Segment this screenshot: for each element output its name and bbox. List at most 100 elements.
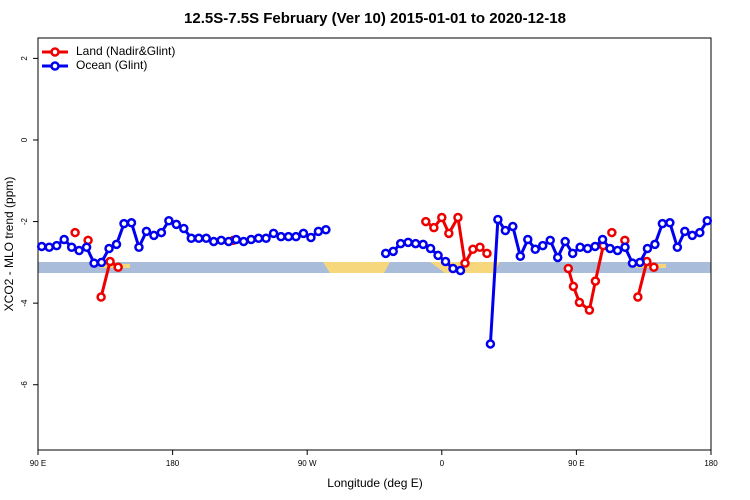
data-point (283, 231, 294, 242)
data-point (268, 228, 279, 239)
data-point (545, 235, 555, 246)
data-point (567, 248, 578, 259)
data-point (313, 226, 324, 237)
data-point (560, 236, 570, 247)
data-point (388, 246, 398, 257)
data-point (485, 339, 496, 349)
data-point (672, 242, 683, 253)
legend-marker (50, 61, 60, 71)
data-point (635, 257, 645, 268)
data-point (448, 263, 458, 274)
data-point (70, 227, 80, 238)
data-point (306, 232, 316, 243)
data-point (208, 236, 219, 247)
x-tick-label: 90 E (568, 459, 584, 468)
data-point (410, 238, 421, 249)
x-axis-title: Longitude (deg E) (327, 476, 422, 490)
data-point (104, 243, 114, 254)
data-point (508, 221, 518, 232)
data-point (453, 212, 463, 223)
data-point (105, 256, 115, 267)
data-point (253, 233, 264, 244)
data-point (493, 214, 503, 225)
map-strip (38, 262, 711, 273)
data-point (276, 231, 286, 242)
data-point (380, 248, 391, 259)
y-tick-label: -4 (20, 299, 29, 307)
data-point (523, 234, 533, 245)
data-point (44, 242, 54, 253)
data-point (74, 245, 84, 256)
y-tick-label: 0 (20, 137, 29, 142)
data-point (395, 238, 406, 249)
y-tick-label: -2 (20, 217, 29, 225)
legend-label: Ocean (Glint) (76, 58, 147, 72)
legend-marker (50, 47, 60, 57)
data-point (582, 243, 593, 254)
data-point (574, 297, 585, 308)
data-point (119, 218, 129, 229)
data-point (433, 250, 443, 261)
data-point (437, 212, 447, 223)
data-point (575, 242, 585, 253)
data-point (201, 233, 211, 244)
chart-title: 12.5S-7.5S February (Ver 10) 2015-01-01 … (184, 10, 566, 27)
data-point (665, 218, 675, 228)
data-point (500, 225, 511, 236)
data-point (134, 242, 144, 253)
data-point (650, 239, 660, 250)
data-point (81, 242, 92, 253)
data-point (156, 227, 167, 238)
data-point (96, 292, 106, 302)
data-point (649, 262, 659, 273)
data-point (657, 218, 668, 229)
data-point (605, 243, 615, 254)
data-point (455, 265, 466, 276)
data-point (627, 258, 638, 268)
x-tick-label: 90 W (298, 459, 317, 468)
data-point (231, 234, 241, 245)
data-point (216, 235, 226, 246)
data-point (530, 244, 541, 255)
x-tick-label: 90 E (30, 459, 46, 468)
legend-label: Land (Nadir&Glint) (76, 44, 175, 58)
data-point (687, 230, 698, 241)
data-point (111, 239, 122, 250)
data-point (291, 231, 301, 242)
data-point (403, 237, 413, 248)
data-point (126, 218, 137, 228)
y-tick-label: 2 (20, 56, 29, 61)
data-point (597, 234, 608, 245)
data-point (171, 219, 182, 230)
data-point (321, 224, 331, 235)
data-point (164, 215, 174, 226)
data-point (238, 236, 249, 247)
data-point (246, 234, 256, 245)
data-point (96, 257, 107, 268)
y-tick-label: -6 (20, 381, 29, 389)
data-point (444, 228, 454, 239)
data-point (584, 305, 595, 315)
data-point (418, 239, 428, 250)
data-point (702, 215, 713, 226)
data-point (620, 242, 630, 253)
data-point (538, 240, 548, 251)
data-point (113, 262, 123, 273)
data-point (89, 258, 99, 268)
x-tick-label: 180 (166, 459, 180, 468)
data-point (261, 233, 271, 244)
data-point (612, 245, 623, 256)
data-point (421, 216, 431, 227)
data-point (590, 276, 601, 286)
data-point (149, 230, 159, 241)
data-point (607, 227, 617, 238)
x-tick-label: 0 (440, 459, 445, 468)
data-point (51, 240, 62, 251)
data-point (429, 222, 439, 233)
data-point (179, 223, 189, 234)
data-point (642, 243, 653, 254)
data-point (194, 233, 204, 244)
data-point (680, 226, 690, 237)
data-point (66, 242, 77, 253)
data-point (515, 251, 526, 261)
